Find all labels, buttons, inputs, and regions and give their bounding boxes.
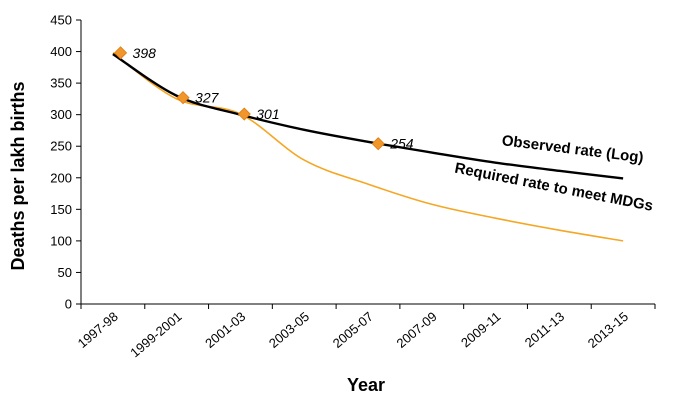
marker-layer: 398 327 301 254 xyxy=(113,45,414,152)
data-marker xyxy=(371,137,385,151)
data-marker xyxy=(237,107,251,121)
x-tick-label: 2009-11 xyxy=(458,309,503,351)
y-tick-label: 50 xyxy=(58,265,72,280)
y-axis-title: Deaths per lakh births xyxy=(8,81,28,270)
x-axis-title: Year xyxy=(347,375,385,395)
x-tick-label: 1999-2001 xyxy=(127,309,184,360)
y-tick-label: 350 xyxy=(50,76,72,91)
data-label: 398 xyxy=(133,45,157,61)
y-tick-label: 450 xyxy=(50,13,72,28)
series-layer xyxy=(112,52,624,242)
x-tick-label: 2003-05 xyxy=(266,309,312,351)
x-tick-label: 2011-13 xyxy=(522,309,567,351)
y-tick-label: 200 xyxy=(50,170,72,185)
data-label: 327 xyxy=(195,90,220,106)
x-axis: 1997-98 1999-2001 2001-03 2003-05 2005-07 200… xyxy=(75,303,656,360)
y-tick-label: 100 xyxy=(50,233,72,248)
x-tick-label: 2001-03 xyxy=(202,309,248,351)
data-label: 254 xyxy=(389,136,414,152)
y-tick-label: 150 xyxy=(50,202,72,217)
y-tick-label: 400 xyxy=(50,44,72,59)
y-axis: 0 50 100 150 200 250 300 350 400 450 xyxy=(50,13,82,312)
required-rate-line xyxy=(112,52,624,242)
data-marker xyxy=(176,91,190,105)
y-tick-label: 250 xyxy=(50,139,72,154)
series-annotation: Required rate to meet MDGs xyxy=(453,160,654,215)
x-tick-label: 2013-15 xyxy=(585,309,631,351)
annotation-layer: Observed rate (Log)Required rate to meet… xyxy=(453,132,654,215)
series-annotation: Observed rate (Log) xyxy=(501,132,645,166)
observed-rate-line xyxy=(112,53,624,180)
x-tick-label: 1997-98 xyxy=(75,309,121,351)
data-marker xyxy=(113,46,128,60)
data-label: 301 xyxy=(256,106,279,122)
y-tick-label: 0 xyxy=(65,297,72,312)
x-tick-label: 2005-07 xyxy=(330,309,376,351)
x-tick-label: 2007-09 xyxy=(394,309,440,351)
y-tick-label: 300 xyxy=(50,107,72,122)
